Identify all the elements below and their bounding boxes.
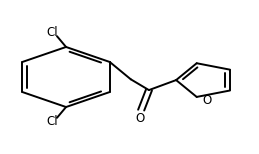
Text: Cl: Cl — [46, 26, 57, 39]
Text: Cl: Cl — [46, 115, 57, 128]
Text: O: O — [135, 112, 145, 125]
Text: O: O — [202, 93, 211, 107]
